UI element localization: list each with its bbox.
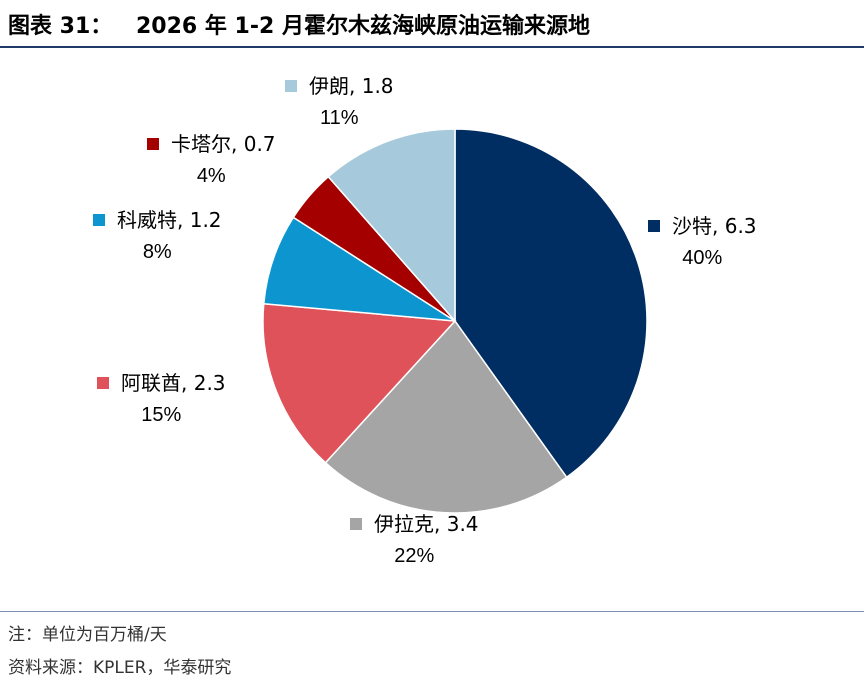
source-note: 资料来源：KPLER，华泰研究 <box>8 658 232 678</box>
legend-swatch-3 <box>93 214 105 226</box>
legend-swatch-1 <box>350 518 362 530</box>
slice-label-1: 伊拉克, 3.4 22% <box>350 512 479 567</box>
legend-swatch-2 <box>97 377 109 389</box>
slice-label-2: 阿联酋, 2.3 15% <box>97 371 226 426</box>
pie-slice-0 <box>454 128 648 479</box>
unit-note: 注：单位为百万桶/天 <box>8 625 167 645</box>
title-divider <box>0 46 864 48</box>
pie-slice-2 <box>262 302 457 464</box>
slice-name-value-2: 阿联酋, 2.3 <box>121 371 226 395</box>
figure-label: 图表 31： <box>8 14 113 39</box>
figure-title-text: 2026 年 1-2 月霍尔木兹海峡原油运输来源地 <box>136 14 590 39</box>
pie-slice-5 <box>327 128 456 323</box>
slice-name-value-0: 沙特, 6.3 <box>672 214 757 238</box>
slice-percent-1: 22% <box>394 545 434 567</box>
legend-swatch-0 <box>648 220 660 232</box>
slice-label-0: 沙特, 6.3 40% <box>648 214 757 269</box>
slice-percent-0: 40% <box>682 247 722 269</box>
slice-name-value-3: 科威特, 1.2 <box>117 208 222 232</box>
slice-label-4: 卡塔尔, 0.7 4% <box>147 132 276 187</box>
footer-divider <box>0 611 864 612</box>
slice-percent-4: 4% <box>197 165 226 187</box>
slice-name-value-1: 伊拉克, 3.4 <box>374 512 479 536</box>
slice-percent-5: 11% <box>320 107 359 129</box>
slice-percent-3: 8% <box>143 241 172 263</box>
slice-name-value-5: 伊朗, 1.8 <box>309 74 394 98</box>
figure-title: 图表 31： 2026 年 1-2 月霍尔木兹海峡原油运输来源地 <box>8 10 858 44</box>
slice-name-value-4: 卡塔尔, 0.7 <box>171 132 276 156</box>
slice-label-3: 科威特, 1.2 8% <box>93 208 222 263</box>
pie-slice-1 <box>324 319 568 514</box>
slice-label-5: 伊朗, 1.8 11% <box>285 74 394 129</box>
slice-percent-2: 15% <box>141 404 181 426</box>
legend-swatch-4 <box>147 138 159 150</box>
legend-swatch-5 <box>285 80 297 92</box>
